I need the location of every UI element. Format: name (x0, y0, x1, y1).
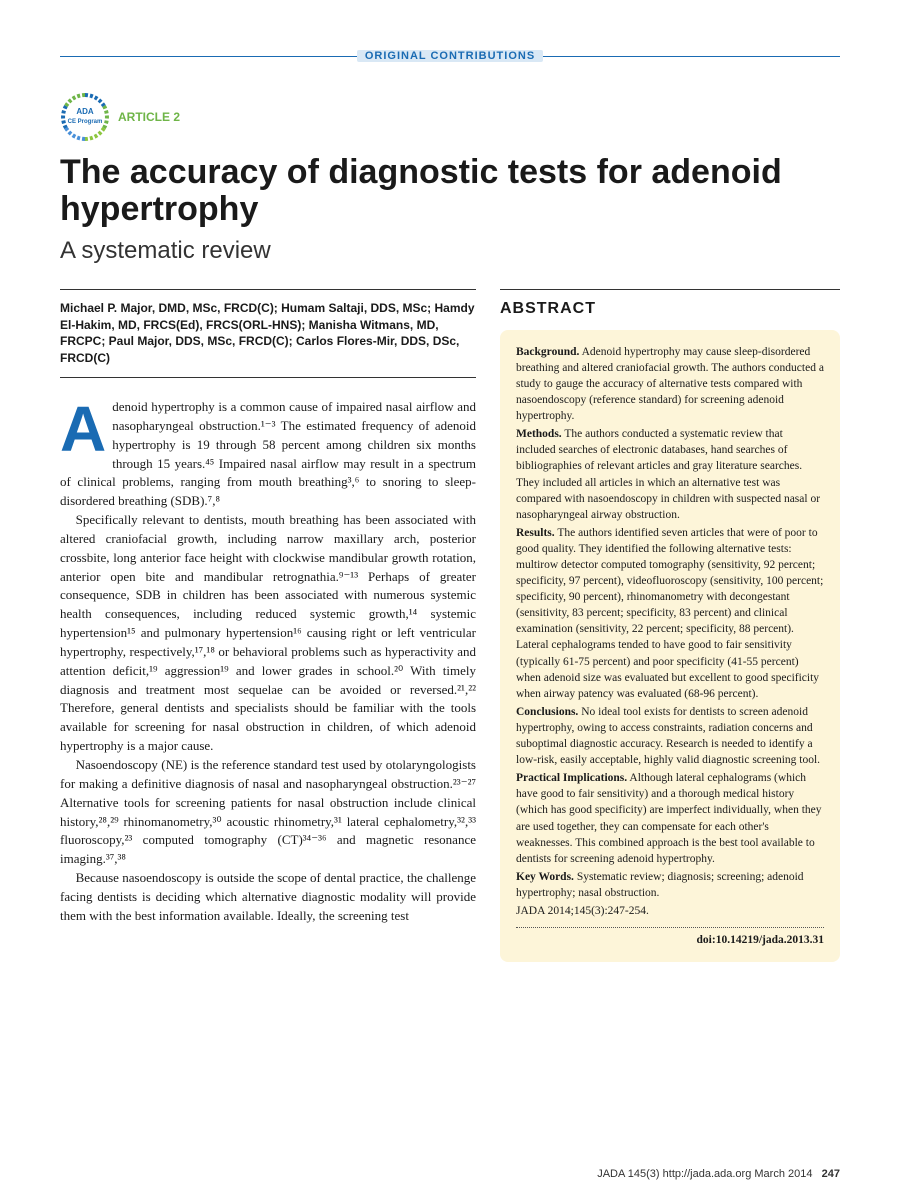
left-column: Michael P. Major, DMD, MSc, FRCD(C); Hum… (60, 289, 476, 962)
body-p1: Adenoid hypertrophy is a common cause of… (60, 398, 476, 511)
body-text: Adenoid hypertrophy is a common cause of… (60, 398, 476, 926)
body-p3: Nasoendoscopy (NE) is the reference stan… (60, 756, 476, 869)
article-subtitle: A systematic review (60, 237, 840, 265)
article-number-label: ARTICLE 2 (118, 110, 180, 124)
logo-inner-1: ADA (76, 107, 94, 116)
body-p4: Because nasoendoscopy is outside the sco… (60, 869, 476, 926)
abstract-conclusions: Conclusions. No ideal tool exists for de… (516, 704, 824, 768)
abstract-citation: JADA 2014;145(3):247-254. (516, 903, 824, 919)
right-column: ABSTRACT Background. Adenoid hypertrophy… (500, 289, 840, 962)
abstract-heading: ABSTRACT (500, 289, 840, 318)
abstract-methods: Methods. The authors conducted a systema… (516, 426, 824, 523)
rule-left (60, 56, 357, 57)
logo-row: ADA CE Program ARTICLE 2 (60, 92, 840, 142)
abstract-background: Background. Adenoid hypertrophy may caus… (516, 344, 824, 424)
page-number: 247 (822, 1168, 840, 1180)
footer-citation: JADA 145(3) http://jada.ada.org March 20… (597, 1168, 812, 1180)
ada-ce-logo-icon: ADA CE Program (60, 92, 110, 142)
abstract-box: Background. Adenoid hypertrophy may caus… (500, 330, 840, 962)
section-header: ORIGINAL CONTRIBUTIONS (357, 50, 543, 62)
page-footer: JADA 145(3) http://jada.ada.org March 20… (597, 1168, 840, 1180)
abstract-practical: Practical Implications. Although lateral… (516, 770, 824, 867)
body-p1-text: denoid hypertrophy is a common cause of … (60, 399, 476, 508)
rule-right (543, 56, 840, 57)
two-column-layout: Michael P. Major, DMD, MSc, FRCD(C); Hum… (60, 289, 840, 962)
article-title: The accuracy of diagnostic tests for ade… (60, 154, 840, 229)
abstract-results: Results. The authors identified seven ar… (516, 525, 824, 702)
author-list: Michael P. Major, DMD, MSc, FRCD(C); Hum… (60, 289, 476, 378)
drop-cap: A (60, 398, 112, 456)
top-section-rule: ORIGINAL CONTRIBUTIONS (60, 50, 840, 62)
abstract-keywords: Key Words. Systematic review; diagnosis;… (516, 869, 824, 901)
abstract-doi: doi:10.14219/jada.2013.31 (516, 927, 824, 948)
body-p2: Specifically relevant to dentists, mouth… (60, 511, 476, 756)
logo-inner-2: CE Program (68, 119, 103, 125)
